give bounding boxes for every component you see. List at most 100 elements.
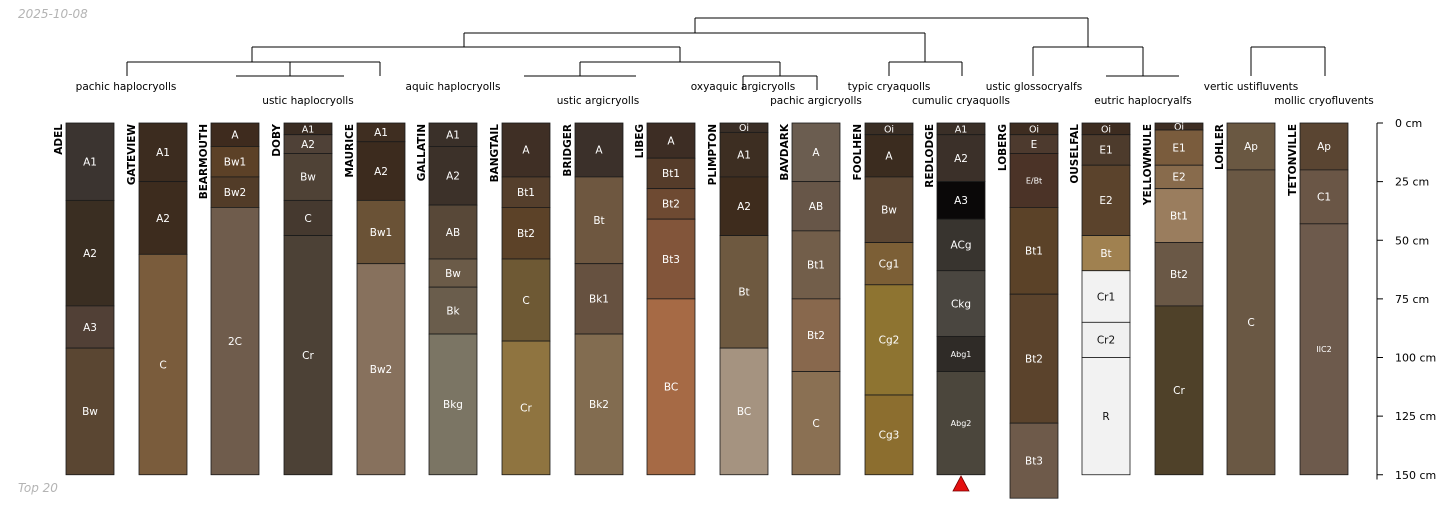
horizon-label-gallatin-bk: Bk [446, 305, 460, 317]
horizon-bangtail-c [501, 258, 551, 342]
horizon-label-tetonville-c1: C1 [1317, 192, 1331, 204]
horizon-label-tetonville-iic2: IIC2 [1316, 345, 1331, 354]
horizon-foolhen-a [864, 134, 914, 178]
horizon-bangtail-bt1 [501, 176, 551, 208]
horizon-redlodge-a3 [936, 181, 986, 220]
profile-name-bearmouth: BEARMOUTH [198, 124, 210, 199]
horizon-plimpton-bt [719, 235, 769, 349]
horizon-yellowmule-e1 [1154, 129, 1204, 166]
horizon-bridger-bk1 [574, 263, 624, 335]
horizon-label-yellowmule-bt1: Bt1 [1170, 210, 1188, 222]
horizon-label-doby-cr: Cr [302, 350, 314, 362]
depth-tick-label-125: 125 cm [1395, 410, 1436, 423]
horizon-ouselfal-cr1 [1081, 270, 1131, 323]
horizon-lohler-ap [1226, 122, 1276, 171]
horizon-label-redlodge-abg2: Abg2 [951, 419, 972, 428]
profile-name-tetonville: TETONVILLE [1287, 124, 1299, 196]
horizon-gallatin-bw [428, 258, 478, 288]
profile-name-bavdark: BAVDARK [779, 123, 791, 180]
horizon-maurice-a2 [356, 141, 406, 201]
horizon-label-bridger-bk2: Bk2 [589, 399, 609, 411]
horizon-bavdark-ab [791, 181, 841, 232]
horizon-bearmouth-bw2 [210, 176, 260, 208]
taxon-label-ustic-argicryolls: ustic argicryolls [557, 95, 639, 107]
horizon-foolhen-cg3 [864, 394, 914, 476]
horizon-label-gateview-c: C [159, 359, 166, 371]
horizon-redlodge-acg [936, 218, 986, 272]
horizon-label-bavdark-c: C [812, 418, 819, 430]
horizon-label-doby-a2: A2 [301, 139, 315, 151]
taxon-label-ustic-glossocryalfs: ustic glossocryalfs [986, 81, 1082, 93]
horizon-label-yellowmule-bt2: Bt2 [1170, 269, 1188, 281]
profile-bavdark: A AB Bt1 Bt2 C BAVDARK [779, 122, 841, 476]
horizon-bridger-bt [574, 176, 624, 265]
horizon-label-redlodge-acg: ACg [951, 240, 972, 252]
horizon-label-bridger-bk1: Bk1 [589, 294, 609, 306]
taxon-label-pachic-haplocryolls: pachic haplocryolls [76, 81, 177, 93]
horizon-label-redlodge-a2: A2 [954, 153, 968, 165]
horizon-gateview-a1 [138, 122, 188, 183]
horizon-label-gateview-a2: A2 [156, 213, 170, 225]
horizon-label-bavdark-a: A [812, 147, 820, 159]
horizon-label-maurice-bw1: Bw1 [370, 227, 392, 239]
horizon-label-loberg-e: E [1031, 139, 1038, 151]
profile-name-bangtail: BANGTAIL [489, 124, 501, 183]
profile-name-redlodge: REDLODGE [924, 124, 936, 188]
horizon-loberg-bt3 [1009, 422, 1059, 499]
horizon-label-loberg-oi: Oi [1029, 124, 1039, 135]
horizon-label-bangtail-bt2: Bt2 [517, 228, 535, 240]
profile-name-ouselfal: OUSELFAL [1069, 124, 1081, 184]
depth-tick-label-75: 75 cm [1395, 293, 1429, 306]
profile-name-plimpton: PLIMPTON [707, 124, 719, 185]
horizon-label-bangtail-c: C [522, 295, 529, 307]
profile-bridger: A Bt Bk1 Bk2 BRIDGER [562, 122, 624, 476]
horizon-label-bearmouth-bw2: Bw2 [224, 187, 246, 199]
horizon-label-ouselfal-cr1: Cr1 [1097, 291, 1115, 303]
horizon-gateview-c [138, 253, 188, 476]
horizon-tetonville-iic2 [1299, 223, 1349, 476]
horizon-doby-bw [283, 153, 333, 201]
horizon-label-gallatin-a2: A2 [446, 171, 460, 183]
horizon-ouselfal-bt [1081, 235, 1131, 272]
horizon-doby-c [283, 199, 333, 236]
horizon-label-lohler-ap: Ap [1244, 141, 1258, 153]
horizon-label-foolhen-cg3: Cg3 [879, 430, 900, 442]
horizon-label-ouselfal-e2: E2 [1099, 195, 1112, 207]
horizon-redlodge-ckg [936, 270, 986, 337]
profile-redlodge: A1 A2 A3 ACg Ckg Abg1 Abg2 REDLODGE [924, 122, 986, 476]
horizon-label-gallatin-ab: AB [446, 227, 460, 239]
date-label: 2025-10-08 [18, 7, 88, 21]
taxon-label-ustic-haplocryolls: ustic haplocryolls [262, 95, 353, 107]
depth-tick-label-50: 50 cm [1395, 234, 1429, 247]
horizon-label-gateview-a1: A1 [156, 147, 170, 159]
horizon-redlodge-a2 [936, 134, 986, 183]
highlight-marker [952, 475, 970, 492]
horizon-label-redlodge-abg1: Abg1 [951, 350, 972, 359]
horizon-doby-cr [283, 235, 333, 476]
horizon-gateview-a2 [138, 181, 188, 255]
horizon-tetonville-c1 [1299, 169, 1349, 225]
profile-name-gallatin: GALLATIN [416, 124, 428, 181]
horizon-label-loberg-bt2: Bt2 [1025, 353, 1043, 365]
profile-name-adel: ADEL [53, 124, 65, 155]
horizon-ouselfal-e2 [1081, 164, 1131, 236]
profile-name-yellowmule: YELLOWMULE [1142, 124, 1154, 206]
horizon-label-bearmouth-a: A [231, 130, 239, 142]
horizon-label-yellowmule-cr: Cr [1173, 385, 1185, 397]
horizon-label-foolhen-bw: Bw [881, 205, 897, 217]
horizon-label-doby-bw: Bw [300, 172, 316, 184]
horizon-label-tetonville-ap: Ap [1317, 141, 1331, 153]
horizon-label-bridger-a: A [595, 145, 603, 157]
horizon-bearmouth-2c [210, 207, 260, 476]
horizon-maurice-bw2 [356, 263, 406, 476]
horizon-ouselfal-e1 [1081, 134, 1131, 166]
horizon-label-redlodge-a1: A1 [955, 124, 968, 135]
profile-name-bridger: BRIDGER [562, 124, 574, 177]
taxon-label-vertic-ustifluvents: vertic ustifluvents [1204, 81, 1298, 93]
profile-ouselfal: Oi E1 E2 Bt Cr1 Cr2 R OUSELFAL [1069, 122, 1131, 476]
horizon-label-loberg-bt1: Bt1 [1025, 246, 1043, 258]
highlight-triangle-redlodge [952, 475, 970, 492]
horizon-bavdark-bt2 [791, 298, 841, 372]
taxon-label-mollic-cryofluvents: mollic cryofluvents [1274, 95, 1373, 107]
